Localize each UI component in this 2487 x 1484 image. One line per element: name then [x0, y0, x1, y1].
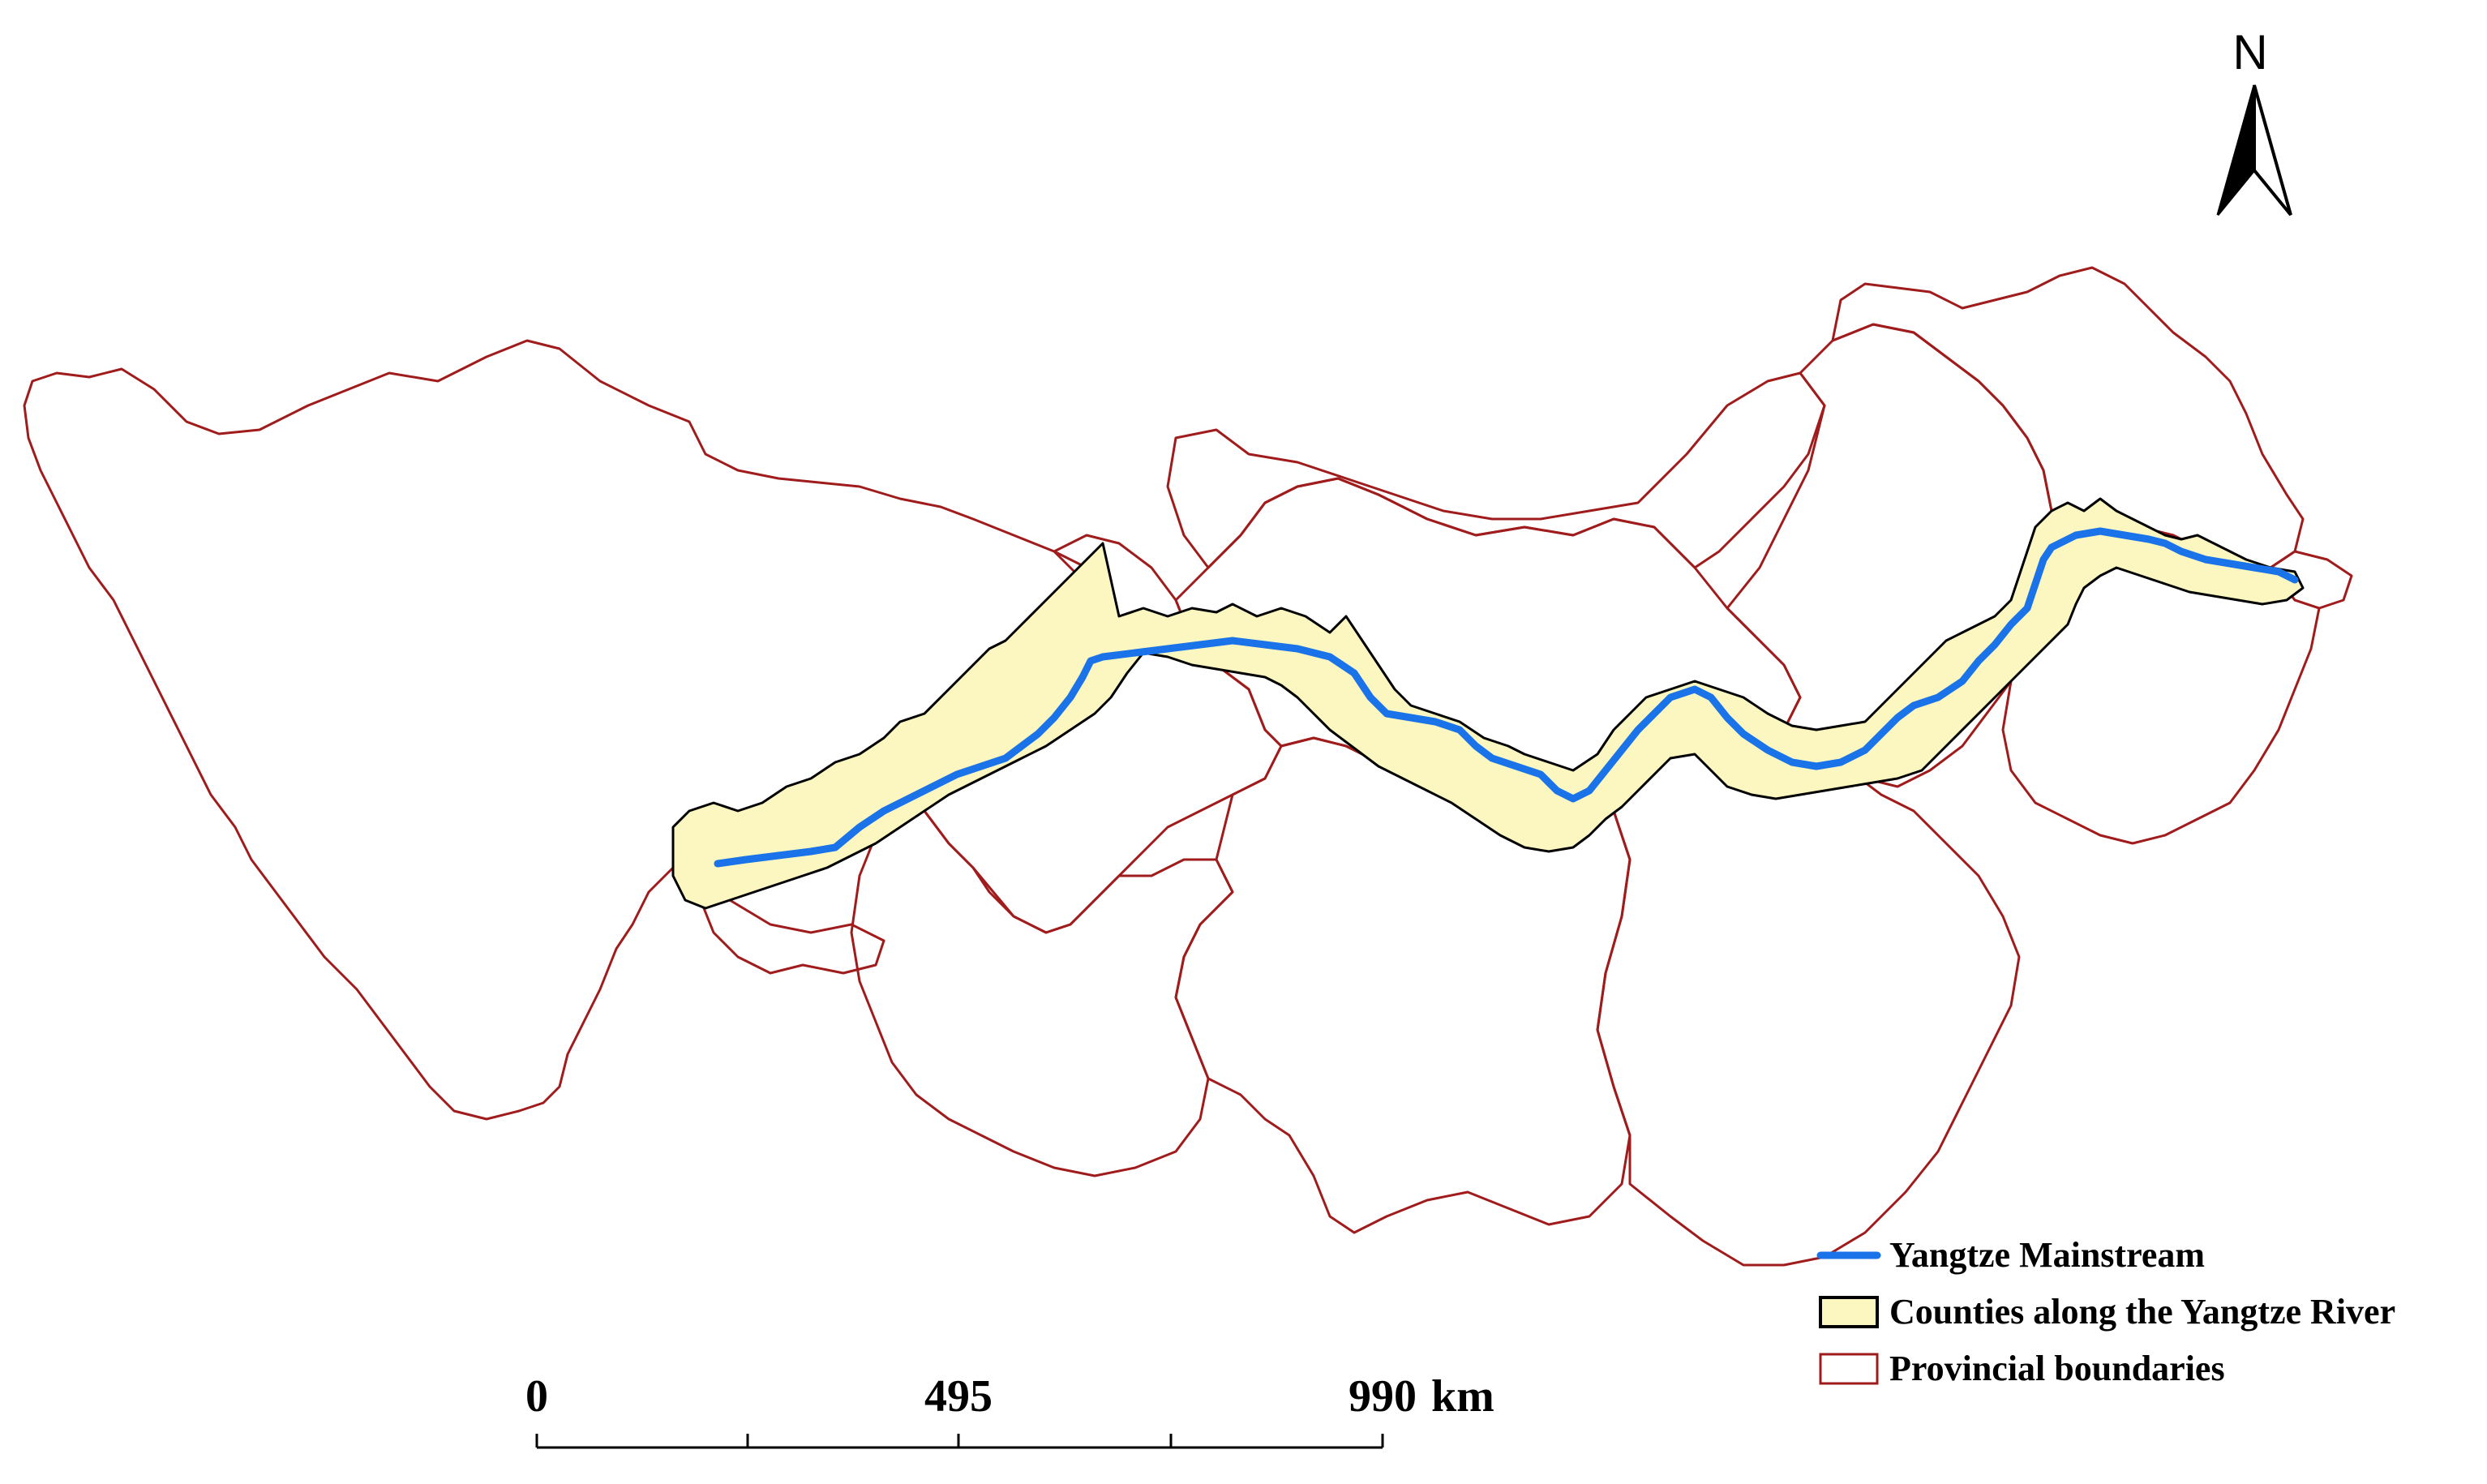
legend-label-river: Yangtze Mainstream	[1889, 1235, 2205, 1275]
province-north-strip	[1166, 371, 1826, 569]
legend-item-counties: Counties along the Yangtze River	[1819, 1292, 2395, 1332]
north-arrow-icon	[2216, 84, 2292, 217]
legend: Yangtze Mainstream Counties along the Ya…	[1816, 1235, 2395, 1388]
scale-bar: 0 495 990 km	[525, 1371, 1494, 1449]
yangtze-mainstream	[714, 527, 2299, 868]
legend-label-counties: Counties along the Yangtze River	[1889, 1292, 2395, 1332]
provincial-boundaries-layer	[23, 266, 2353, 1267]
north-label: N	[2232, 25, 2267, 79]
scale-bar-line	[535, 1434, 1384, 1449]
scale-tick-label-990: 990	[1349, 1371, 1417, 1422]
legend-item-river: Yangtze Mainstream	[1816, 1235, 2205, 1275]
scale-tick-label-495: 495	[924, 1371, 993, 1422]
legend-swatch-counties	[1819, 1296, 1879, 1328]
scale-tick-label-0: 0	[525, 1371, 548, 1422]
scale-unit-label: km	[1431, 1371, 1494, 1422]
counties-corridor	[671, 497, 2305, 910]
province-jiangsu	[1831, 266, 2305, 569]
province-jiangxi	[1588, 712, 2021, 1267]
legend-label-provinces: Provincial boundaries	[1889, 1349, 2225, 1388]
counties-layer	[671, 497, 2305, 910]
province-yunnan	[696, 890, 885, 975]
north-arrow: N	[2216, 25, 2292, 217]
legend-swatch-provinces	[1819, 1353, 1879, 1385]
legend-item-provinces: Provincial boundaries	[1819, 1349, 2225, 1388]
